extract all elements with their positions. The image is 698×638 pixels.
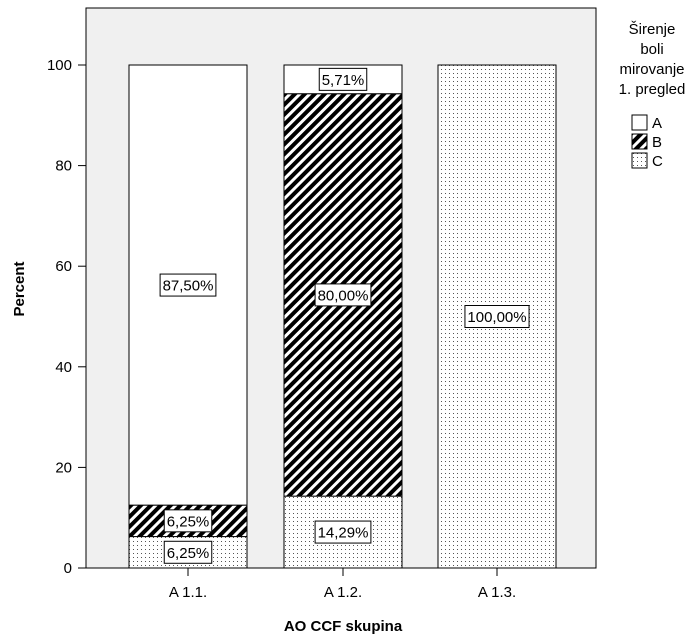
legend-title-line: mirovanje	[619, 61, 684, 78]
data-label: 6,25%	[167, 513, 210, 530]
legend-label: A	[652, 115, 662, 132]
axes-group: 0 20 40 60 80 100 A 1.1. A 1.2. A 1.3.	[47, 57, 516, 601]
legend-title-line: 1. pregled	[619, 81, 686, 98]
bars-group: 6,25% 6,25% 87,50% 14,29% 80,00% 5,71% 100,00%	[128, 64, 557, 569]
x-axis-title: AO CCF skupina	[284, 618, 403, 635]
x-tick-label: A 1.2.	[324, 584, 362, 601]
legend-swatch	[631, 152, 648, 169]
legend-label: B	[652, 134, 662, 151]
y-tick-label: 100	[47, 57, 72, 74]
legend-label: C	[652, 153, 663, 170]
y-tick-label: 0	[64, 560, 72, 577]
data-label: 100,00%	[467, 309, 526, 326]
y-tick-label: 60	[55, 258, 72, 275]
data-label-box	[163, 540, 213, 564]
x-tick-label: A 1.3.	[478, 584, 516, 601]
y-tick-label: 40	[55, 359, 72, 376]
x-tick-label: A 1.1.	[169, 584, 207, 601]
legend-title-line: Širenje	[629, 21, 676, 38]
legend-swatch	[631, 114, 648, 131]
data-label-box	[318, 67, 368, 91]
data-label: 87,50%	[163, 278, 214, 295]
legend: Širenje boli mirovanje 1. pregled ABC	[619, 21, 686, 170]
data-label-box	[464, 305, 530, 328]
data-label: 5,71%	[322, 72, 365, 89]
data-label-box	[314, 283, 372, 307]
data-label: 80,00%	[318, 287, 369, 304]
data-label-box	[163, 509, 213, 533]
legend-title-line: boli	[640, 41, 663, 58]
legend-swatch	[631, 133, 648, 150]
data-label-box	[159, 273, 217, 297]
data-label-box	[314, 520, 372, 544]
y-tick-label: 20	[55, 459, 72, 476]
y-axis-title: Percent	[11, 261, 28, 316]
data-label: 6,25%	[167, 545, 210, 562]
data-label: 14,29%	[318, 525, 369, 542]
y-tick-label: 80	[55, 158, 72, 175]
